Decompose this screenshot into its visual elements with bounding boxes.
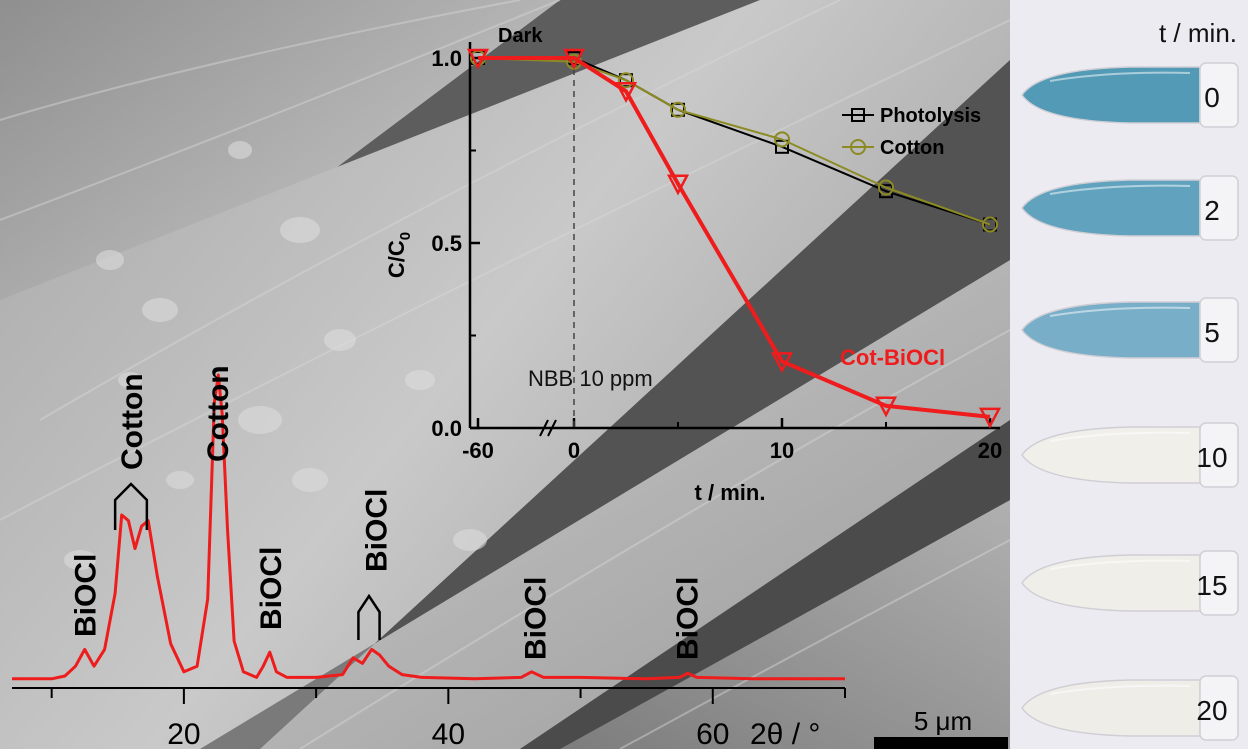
- inset-legend: Photolysis Cotton: [842, 105, 981, 159]
- cot-biocl-marker: [666, 174, 690, 196]
- inset-y-axis-label-subscript: 0: [397, 232, 414, 240]
- xrd-peak-label: BiOCl: [671, 577, 704, 660]
- vial-cap: [1199, 550, 1239, 616]
- cotton-marker: [850, 139, 866, 155]
- cotton-marker: [618, 72, 634, 89]
- series-line-cotton: [477, 57, 991, 226]
- fiber-shadow: [520, 420, 1010, 749]
- axis-break-mark: [539, 419, 549, 437]
- xrd-peak-label: Cotton: [202, 365, 235, 462]
- scale-bar-label: 5 μm: [914, 706, 972, 736]
- vial-highlight: [1049, 559, 1191, 570]
- dark-label: Dark: [498, 25, 543, 47]
- vial-cap: [1199, 422, 1239, 488]
- vial-row: 10: [1021, 422, 1239, 488]
- fiber-streaks: [0, 0, 1010, 749]
- inset-x-tick-label: 10: [770, 438, 794, 463]
- vial-row: 15: [1021, 550, 1239, 616]
- vial-time-header: t / min.: [1159, 18, 1237, 48]
- cot-biocl-marker: [562, 48, 586, 70]
- sem-image-panel: 20 40 60 2θ / ° BiOCl Cotton Cotton BiOCl BiOCl B…: [0, 0, 1010, 749]
- inset-y-tick-label: 0.5: [431, 231, 462, 256]
- cotton-marker: [670, 101, 686, 118]
- xrd-x-axis-label: 2θ / °: [750, 718, 820, 749]
- inset-x-tick-label: -60: [462, 438, 494, 463]
- cot-biocl-marker: [978, 407, 1002, 429]
- cotton-peak-bracket: [113, 482, 149, 530]
- xrd-peak-label: Cotton: [116, 373, 149, 470]
- vial-cap: [1199, 62, 1239, 128]
- xrd-pattern: 20 40 60 2θ / ° BiOCl Cotton Cotton BiOCl BiOCl B…: [12, 365, 846, 749]
- photolysis-marker: [775, 139, 789, 154]
- xrd-peak-label: BiOCl: [361, 489, 394, 572]
- scale-bar: [874, 737, 1008, 749]
- legend-label: Cotton: [880, 137, 944, 159]
- vial-cap: [1199, 175, 1239, 241]
- vial-row: 0: [1021, 62, 1239, 128]
- photolysis-marker: [851, 108, 865, 122]
- vial-highlight: [1049, 306, 1191, 317]
- vial-time-label: 20: [1196, 695, 1227, 726]
- axis-break-mark: [547, 419, 557, 437]
- biocl-peak-bracket: [357, 593, 381, 640]
- vial-highlight: [1049, 71, 1191, 82]
- vial-highlight: [1049, 431, 1191, 442]
- inset-y-tick-label: 1.0: [431, 46, 462, 71]
- vial-photo-panel: t / min. 0 2 5 10 15 20: [1010, 0, 1248, 749]
- xrd-x-tick-label: 60: [696, 718, 729, 749]
- concentration-annotation: NBB 10 ppm: [528, 366, 653, 391]
- cot-biocl-marker: [770, 352, 794, 374]
- xrd-peak-label: BiOCl: [70, 554, 103, 637]
- vial-highlight: [1049, 684, 1191, 695]
- vial-highlight: [1049, 184, 1191, 195]
- vial-row: 2: [1021, 175, 1239, 241]
- vial-rows: 0 2 5 10 15 20: [1021, 62, 1239, 741]
- xrd-x-tick-label: 40: [432, 718, 465, 749]
- inset-y-tick-label: 0.0: [431, 416, 462, 441]
- vial-time-label: 10: [1196, 442, 1227, 473]
- vial-time-label: 0: [1204, 82, 1220, 113]
- vial-cap: [1199, 675, 1239, 741]
- inset-x-tick-label: 20: [978, 438, 1002, 463]
- vial-time-label: 2: [1204, 195, 1220, 226]
- xrd-peak-label: BiOCl: [255, 547, 288, 630]
- vial-row: 5: [1021, 297, 1239, 363]
- cot-biocl-label: Cot-BiOCl: [840, 345, 945, 370]
- vial-time-label: 5: [1204, 317, 1220, 348]
- fiber-shape: [0, 0, 1010, 749]
- xrd-trace: [12, 373, 845, 681]
- xrd-x-tick-label: 20: [167, 718, 200, 749]
- inset-x-tick-label: 0: [568, 438, 580, 463]
- vial-time-label: 15: [1196, 570, 1227, 601]
- cot-biocl-marker: [874, 396, 898, 418]
- inset-x-axis-label: t / min.: [695, 480, 766, 505]
- cotton-marker: [774, 131, 790, 148]
- xrd-peak-label: BiOCl: [519, 577, 552, 660]
- cotton-marker: [878, 179, 894, 196]
- cot-biocl-marker: [466, 48, 490, 70]
- series-line-cot-biocl: [478, 56, 991, 419]
- particle-deposits: [64, 141, 487, 570]
- legend-label: Photolysis: [880, 105, 981, 127]
- vial-row: 20: [1021, 675, 1239, 741]
- cot-biocl-marker: [614, 82, 638, 103]
- vial-cap: [1199, 297, 1239, 363]
- cotton-marker: [982, 216, 998, 233]
